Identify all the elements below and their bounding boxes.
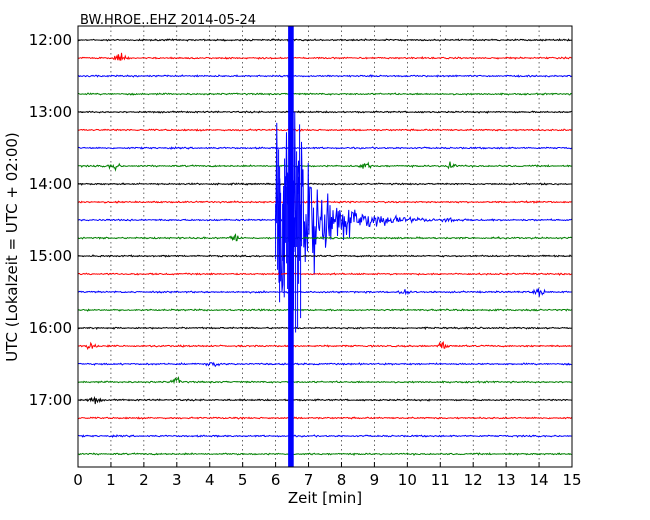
x-axis: 0 1 2 3 4 5 6 7 8 9 10 11 12 13 14 15 (73, 462, 582, 489)
trace-line (77, 452, 572, 457)
y-tick-label: 17:00 (29, 391, 72, 409)
x-tick-label: 15 (562, 471, 581, 489)
x-tick-label: 10 (398, 471, 417, 489)
x-axis-label: Zeit [min] (288, 489, 362, 507)
trace-line (77, 308, 572, 312)
chart-title: BW.HROE..EHZ 2014-05-24 (80, 13, 256, 28)
x-tick-label: 2 (139, 471, 149, 489)
trace-line (77, 74, 572, 78)
x-tick-label: 4 (205, 471, 215, 489)
event-saturation-bar (288, 26, 294, 467)
x-tick-label: 8 (337, 471, 347, 489)
x-tick-label: 1 (106, 471, 116, 489)
trace-line (77, 326, 572, 331)
trace-line (77, 287, 572, 297)
trace-line (77, 272, 572, 276)
x-tick-label: 0 (73, 471, 83, 489)
y-tick-label: 13:00 (29, 103, 72, 121)
event-surface-waves (275, 26, 303, 467)
y-axis-label: UTC (Lokalzeit = UTC + 02:00) (3, 132, 21, 362)
trace-line (77, 340, 572, 351)
y-tick-label: 16:00 (29, 319, 72, 337)
x-tick-label: 9 (370, 471, 380, 489)
trace-line (77, 161, 572, 172)
x-tick-label: 14 (530, 471, 549, 489)
y-tick-label: 12:00 (29, 31, 72, 49)
trace-line (77, 395, 572, 405)
seismogram-traces (77, 26, 572, 467)
trace-line (77, 254, 572, 258)
x-tick-label: 5 (238, 471, 248, 489)
trace-line (77, 146, 572, 150)
x-tick-label: 7 (304, 471, 314, 489)
trace-line (77, 110, 572, 114)
trace-line (77, 434, 572, 438)
x-tick-label: 11 (431, 471, 450, 489)
trace-line (77, 416, 572, 420)
y-tick-label: 14:00 (29, 175, 72, 193)
trace-line (77, 233, 572, 242)
trace-line (77, 182, 572, 186)
trace-line (77, 375, 572, 385)
trace-line (77, 200, 572, 204)
trace-line (77, 52, 572, 62)
trace-line (77, 38, 572, 42)
x-tick-label: 13 (497, 471, 516, 489)
trace-line (77, 111, 572, 298)
plot-frame (77, 25, 573, 468)
trace-line (77, 361, 572, 368)
y-tick-label: 15:00 (29, 247, 72, 265)
x-tick-label: 3 (172, 471, 182, 489)
x-tick-label: 12 (464, 471, 483, 489)
trace-line (77, 128, 572, 132)
x-tick-label: 6 (271, 471, 281, 489)
y-axis: 12:00 13:00 14:00 15:00 16:00 17:00 (29, 31, 83, 409)
trace-line (77, 92, 572, 96)
